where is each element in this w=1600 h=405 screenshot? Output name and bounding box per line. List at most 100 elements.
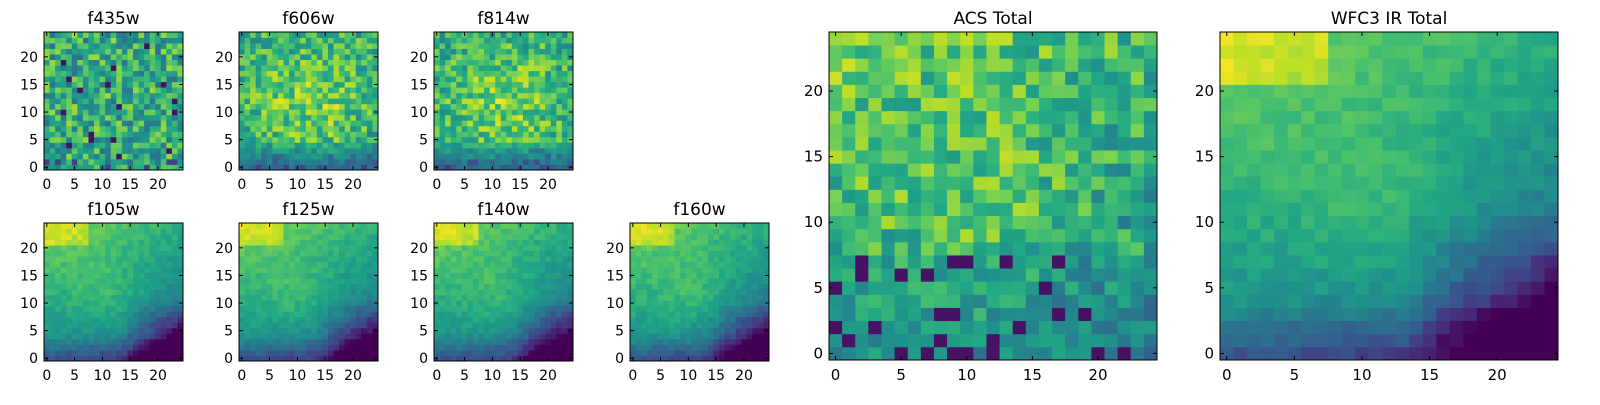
heatmap-cell <box>361 339 367 345</box>
heatmap-cell <box>686 251 692 257</box>
heatmap-cell <box>467 137 473 143</box>
heatmap-cell <box>345 82 351 88</box>
heatmap-cell <box>256 311 262 317</box>
heatmap-cell <box>697 306 703 312</box>
heatmap-cell <box>829 334 843 348</box>
heatmap-cell <box>105 300 111 306</box>
heatmap-cell <box>467 49 473 55</box>
heatmap-cell <box>88 60 94 66</box>
heatmap-cell <box>150 76 156 82</box>
heatmap-cell <box>111 344 117 350</box>
heatmap-cell <box>367 245 373 251</box>
heatmap-cell <box>556 273 562 279</box>
heatmap-cell <box>652 245 658 251</box>
heatmap-cell <box>512 311 518 317</box>
heatmap-cell <box>647 350 653 356</box>
heatmap-cell <box>556 71 562 77</box>
heatmap-cell <box>495 245 501 251</box>
heatmap-cell <box>501 137 507 143</box>
heatmap-cell <box>267 284 273 290</box>
heatmap-cell <box>658 317 664 323</box>
heatmap-cell <box>440 93 446 99</box>
heatmap-cell <box>166 126 172 132</box>
heatmap-cell <box>562 109 568 115</box>
heatmap-cell <box>551 82 557 88</box>
heatmap-cell <box>534 65 540 71</box>
heatmap-cell <box>116 295 122 301</box>
heatmap-cell <box>245 32 251 38</box>
heatmap-cell <box>111 273 117 279</box>
heatmap-cell <box>478 104 484 110</box>
heatmap-cell <box>691 328 697 334</box>
heatmap-cell <box>256 267 262 273</box>
heatmap-cell <box>317 234 323 240</box>
heatmap-cell <box>506 98 512 104</box>
heatmap-cell <box>986 216 1000 230</box>
heatmap-cell <box>551 262 557 268</box>
heatmap-cell <box>512 131 518 137</box>
heatmap-cell <box>116 115 122 121</box>
heatmap-cell <box>456 43 462 49</box>
heatmap-cell <box>155 98 161 104</box>
heatmap-cell <box>736 262 742 268</box>
heatmap-cell <box>1052 294 1066 308</box>
heatmap-cell <box>506 229 512 235</box>
heatmap-cell <box>517 49 523 55</box>
heatmap-cell <box>680 333 686 339</box>
heatmap-cell <box>133 131 139 137</box>
heatmap-cell <box>719 284 725 290</box>
heatmap-cell <box>61 300 67 306</box>
heatmap-cell <box>50 159 56 165</box>
heatmap-cell <box>50 93 56 99</box>
heatmap-cell <box>1105 347 1119 361</box>
heatmap-cell <box>512 289 518 295</box>
heatmap-cell <box>334 262 340 268</box>
heatmap-cell <box>267 300 273 306</box>
heatmap-cell <box>328 148 334 154</box>
heatmap-cell <box>495 295 501 301</box>
heatmap-cell <box>556 333 562 339</box>
heatmap-cell <box>719 350 725 356</box>
heatmap-cell <box>440 120 446 126</box>
heatmap-cell <box>345 256 351 262</box>
heatmap-cell <box>490 60 496 66</box>
heatmap-cell <box>239 350 245 356</box>
heatmap-cell <box>300 273 306 279</box>
heatmap-cell <box>973 150 987 164</box>
heatmap-cell <box>758 251 764 257</box>
heatmap-cell <box>562 126 568 132</box>
heatmap-cell <box>311 350 317 356</box>
heatmap-cell <box>652 322 658 328</box>
heatmap-cell <box>161 289 167 295</box>
heatmap-cell <box>921 150 935 164</box>
heatmap-cell <box>367 98 373 104</box>
heatmap-cell <box>250 126 256 132</box>
heatmap-cell <box>272 284 278 290</box>
heatmap-cell <box>534 153 540 159</box>
heatmap-cell <box>295 38 301 44</box>
x-tick-label: 15 <box>121 368 139 384</box>
heatmap-cell <box>289 229 295 235</box>
heatmap-cell <box>300 49 306 55</box>
heatmap-cell <box>361 115 367 121</box>
heatmap-cell <box>116 350 122 356</box>
heatmap-cell <box>139 43 145 49</box>
heatmap-cell <box>467 267 473 273</box>
heatmap-cell <box>674 240 680 246</box>
heatmap-cell <box>534 256 540 262</box>
heatmap-cell <box>440 32 446 38</box>
heatmap-cell <box>306 311 312 317</box>
heatmap-cell <box>311 60 317 66</box>
heatmap-cell <box>556 98 562 104</box>
heatmap-cell <box>267 289 273 295</box>
heatmap-cell <box>986 347 1000 361</box>
heatmap-cell <box>361 60 367 66</box>
heatmap-cell <box>752 289 758 295</box>
heatmap-cell <box>445 284 451 290</box>
heatmap-cell <box>540 126 546 132</box>
heatmap-cell <box>306 131 312 137</box>
heatmap-cell <box>663 306 669 312</box>
heatmap-cell <box>445 104 451 110</box>
heatmap-cell <box>445 142 451 148</box>
heatmap-cell <box>478 350 484 356</box>
